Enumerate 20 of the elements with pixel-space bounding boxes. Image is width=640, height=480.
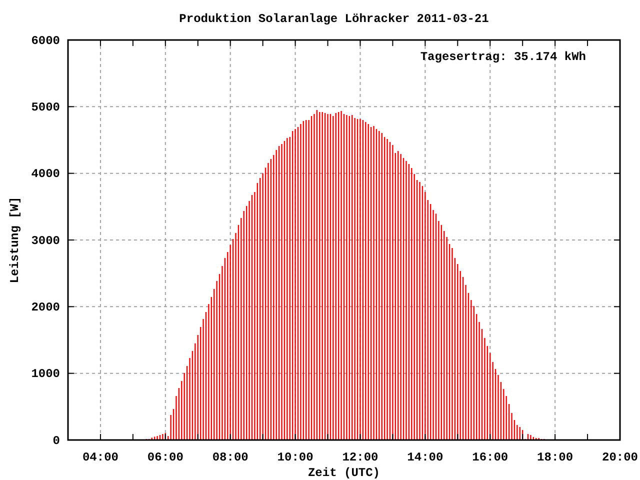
y-tick-label: 5000 [31,100,60,115]
x-tick-label: 20:00 [602,450,638,465]
x-tick-label: 08:00 [212,450,248,465]
y-tick-label: 4000 [31,167,60,182]
x-tick-label: 18:00 [537,450,574,465]
x-tick-label: 14:00 [407,450,444,465]
x-tick-label: 12:00 [342,450,378,465]
x-tick-label: 16:00 [472,450,508,465]
y-axis-title: Leistung [W] [8,196,22,284]
y-tick-label: 1000 [31,367,60,382]
x-axis-title: Zeit (UTC) [308,466,380,480]
x-tick-label: 04:00 [82,450,118,465]
y-tick-label: 0 [52,434,60,448]
y-tick-label: 2000 [31,300,60,315]
y-tick-label: 3000 [31,234,60,248]
chart-title: Produktion Solaranlage Löhracker 2011-03-21 [179,12,489,26]
x-tick-label: 10:00 [277,450,314,465]
annotation: Tagesertrag: 35.174 kWh [420,50,586,64]
y-tick-label: 6000 [31,34,60,48]
x-tick-label: 06:00 [147,450,184,465]
